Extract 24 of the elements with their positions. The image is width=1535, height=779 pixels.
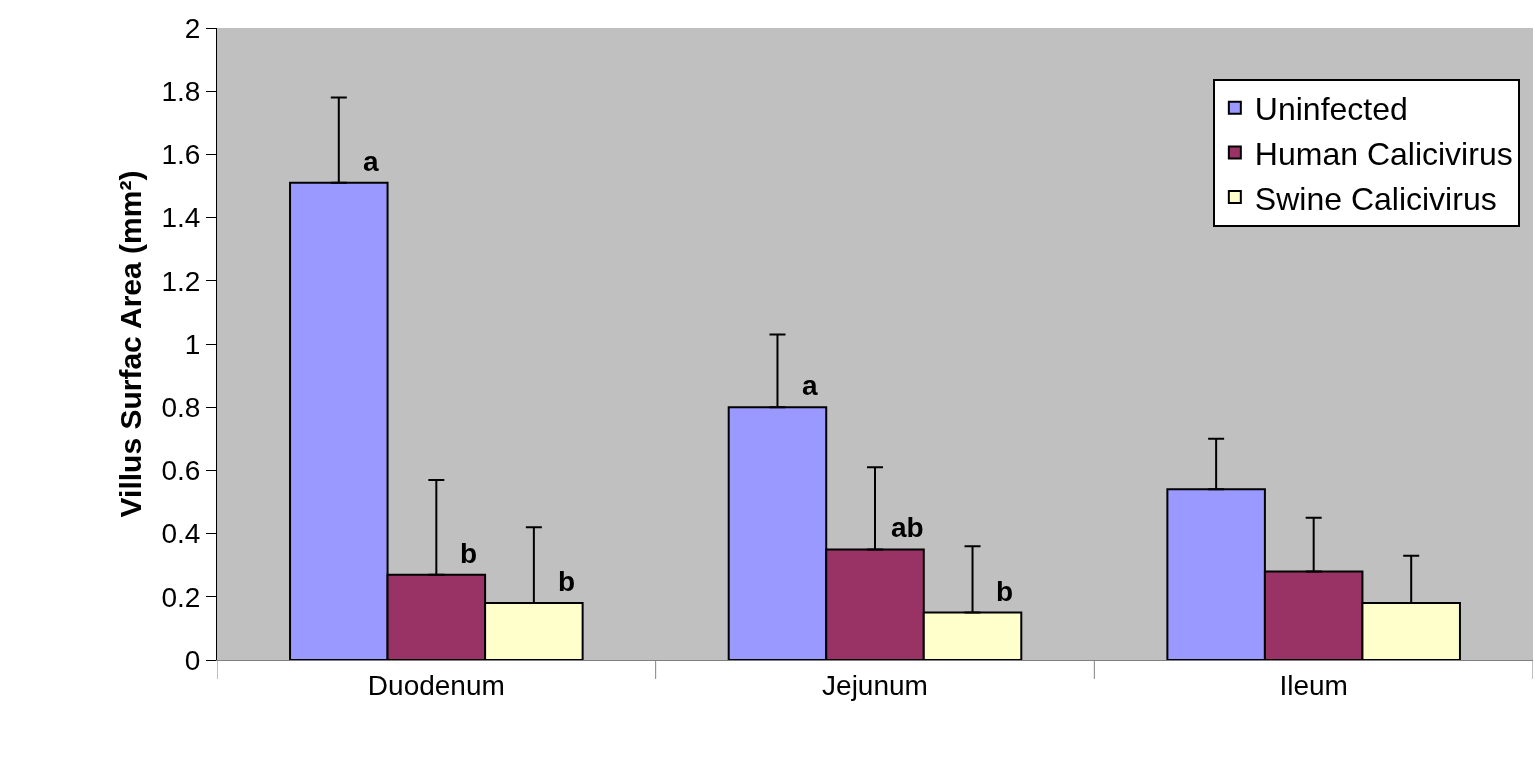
y-tick-label: 0.8 bbox=[161, 392, 201, 423]
legend-label: Swine Calicivirus bbox=[1254, 180, 1497, 217]
y-tick-label: 1.4 bbox=[161, 202, 201, 234]
annotation: a bbox=[363, 146, 379, 177]
y-axis-title: Villus Surfac Area (mm²) bbox=[114, 170, 148, 518]
annotation: ab bbox=[891, 512, 924, 543]
y-tick-label: 1.2 bbox=[161, 265, 201, 297]
x-tick-label: Jejunum bbox=[822, 669, 928, 701]
x-tick-label: Duodenum bbox=[367, 669, 505, 701]
y-tick-label: 0.4 bbox=[161, 518, 201, 550]
y-tick-label: 0.2 bbox=[161, 581, 201, 613]
legend-label: Human Calicivirus bbox=[1254, 135, 1513, 172]
x-tick-label: Ileum bbox=[1279, 669, 1348, 701]
legend-label: Uninfected bbox=[1254, 91, 1408, 128]
y-tick-label: 0 bbox=[184, 644, 201, 676]
annotation: b bbox=[460, 538, 478, 569]
y-tick-label: 1.8 bbox=[161, 76, 201, 107]
y-tick-label: 1.6 bbox=[161, 139, 201, 171]
y-tick-label: 1 bbox=[184, 328, 201, 360]
annotation: b bbox=[996, 576, 1014, 607]
y-tick-label: 0.6 bbox=[161, 455, 201, 487]
annotation: b bbox=[558, 566, 576, 597]
y-tick-label: 2 bbox=[184, 12, 201, 44]
annotation: a bbox=[802, 370, 818, 401]
